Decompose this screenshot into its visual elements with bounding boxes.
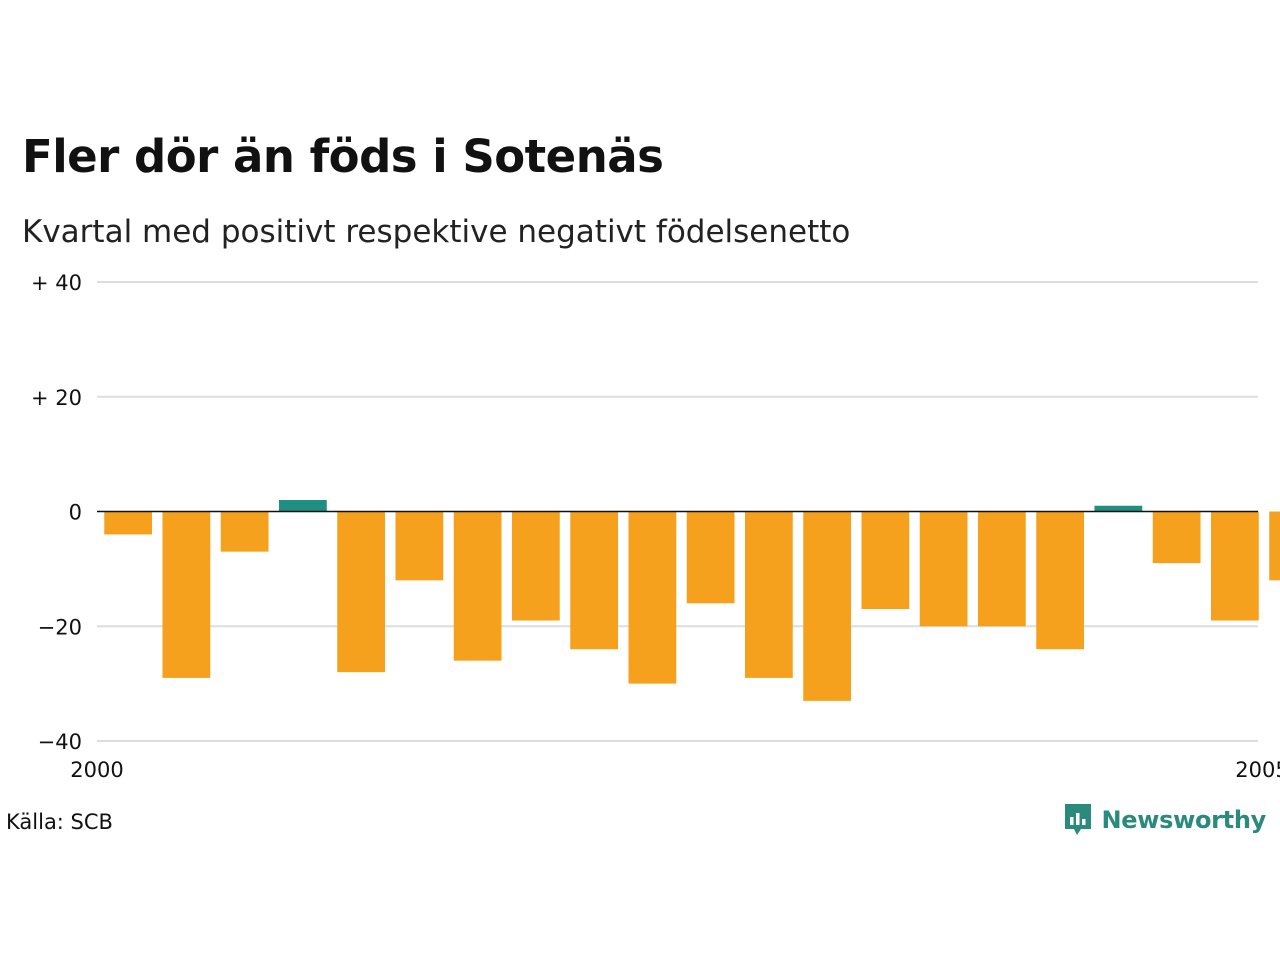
bar-negative <box>1210 511 1259 621</box>
chart-title: Fler dör än föds i Sotenäs <box>22 130 664 183</box>
bar-negative <box>744 511 793 678</box>
bar-negative <box>1269 511 1280 581</box>
x-tick-label: 2005 <box>1235 758 1280 782</box>
y-tick-label: + 40 <box>31 271 82 295</box>
bar-negative <box>162 511 211 678</box>
brand-name: Newsworthy <box>1101 806 1266 834</box>
y-tick-label: −20 <box>38 615 82 639</box>
bar-negative <box>861 511 910 610</box>
bar-negative <box>1036 511 1085 650</box>
bar-negative <box>977 511 1026 627</box>
bar-negative <box>686 511 735 604</box>
bar-negative <box>570 511 619 650</box>
bar-negative <box>628 511 677 684</box>
bar-chart: + 40+ 200−20−40 20002005201020152020 <box>31 271 1280 782</box>
bar-negative <box>453 511 502 661</box>
bar-negative <box>919 511 968 627</box>
bar-negative <box>803 511 852 701</box>
bar-negative <box>104 511 153 535</box>
bar-negative <box>220 511 269 552</box>
x-axis-labels: 20002005201020152020 <box>70 758 1280 782</box>
bar-negative <box>395 511 444 581</box>
x-tick-label: 2000 <box>70 758 123 782</box>
y-tick-label: 0 <box>69 501 82 525</box>
bar-negative <box>1152 511 1201 564</box>
y-axis-labels: + 40 + 20 0 −20 −40 <box>31 271 82 754</box>
bars <box>104 500 1280 701</box>
bar-positive <box>1094 505 1143 512</box>
bar-negative <box>511 511 560 621</box>
y-tick-label: −40 <box>38 730 82 754</box>
bar-negative <box>337 511 386 673</box>
newsworthy-logo-icon <box>1065 804 1092 835</box>
brand-logo: Newsworthy <box>1063 802 1266 838</box>
chart-subtitle: Kvartal med positivt respektive negativt… <box>22 214 851 250</box>
source-note: Källa: SCB <box>6 810 113 834</box>
y-tick-label: + 20 <box>31 386 82 410</box>
bar-positive <box>278 500 327 512</box>
